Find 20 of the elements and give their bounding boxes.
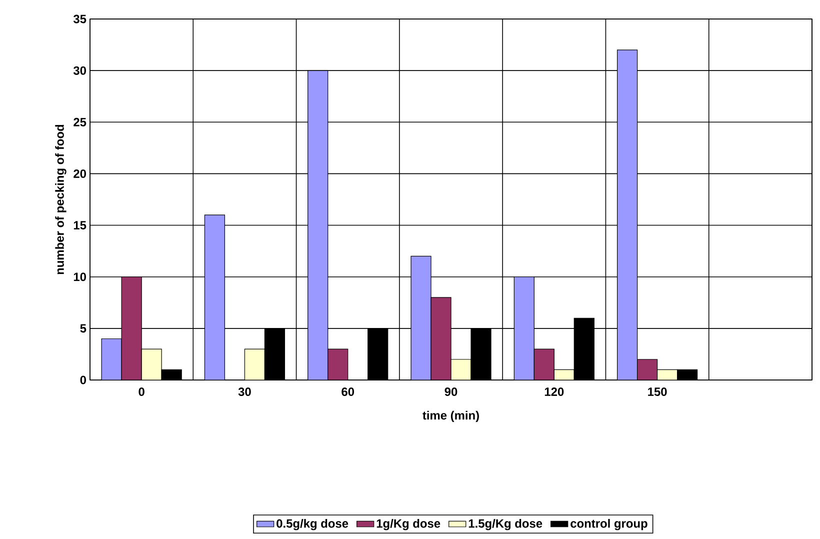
x-axis-title: time (min) bbox=[422, 410, 479, 422]
legend-label: 0.5g/kg dose bbox=[276, 518, 348, 530]
x-tick-label: 120 bbox=[544, 388, 564, 396]
legend-label: 1.5g/Kg dose bbox=[468, 518, 542, 530]
legend-label: control group bbox=[570, 518, 648, 530]
x-tick-label: 90 bbox=[444, 388, 458, 396]
y-tick-label: 35 bbox=[73, 14, 86, 24]
y-tick-label: 20 bbox=[74, 169, 86, 178]
x-tick-label: 30 bbox=[238, 388, 251, 396]
y-tick-label: 5 bbox=[80, 324, 86, 333]
x-tick-label: 150 bbox=[648, 388, 667, 396]
y-tick-label: 30 bbox=[73, 66, 86, 75]
y-tick-label: 10 bbox=[74, 272, 86, 282]
y-tick-label: 0 bbox=[80, 376, 86, 384]
x-tick-label: 60 bbox=[342, 388, 354, 396]
x-tick-label: 0 bbox=[138, 388, 144, 396]
legend-label: 1g/Kg dose bbox=[376, 518, 440, 530]
y-axis-title: number of pecking of food bbox=[55, 124, 66, 274]
y-tick-label: 15 bbox=[74, 221, 86, 230]
y-tick-label: 25 bbox=[74, 118, 86, 126]
